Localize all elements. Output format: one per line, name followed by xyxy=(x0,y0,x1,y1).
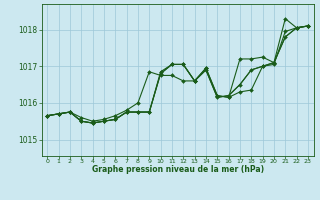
X-axis label: Graphe pression niveau de la mer (hPa): Graphe pression niveau de la mer (hPa) xyxy=(92,165,264,174)
